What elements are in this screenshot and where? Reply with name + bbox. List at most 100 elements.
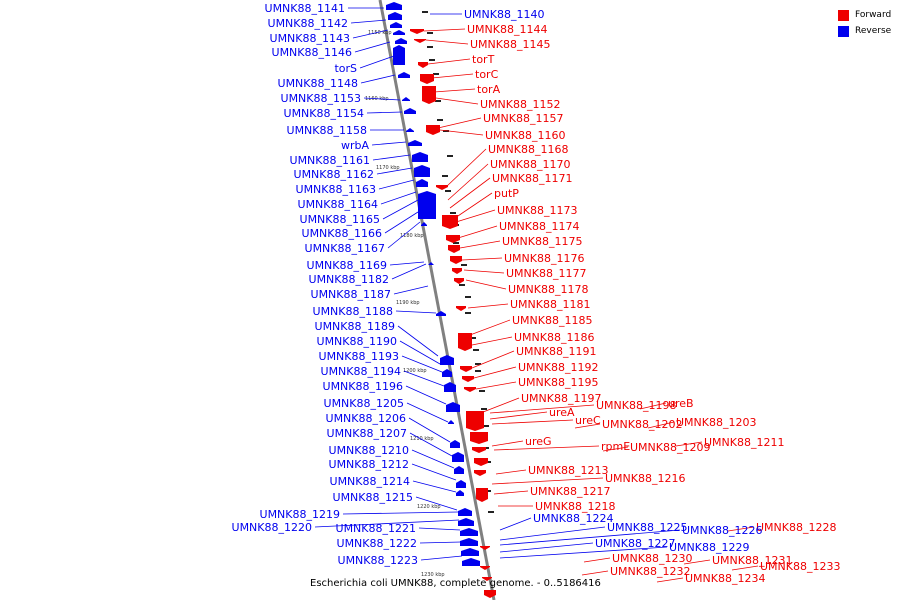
reverse-feature	[390, 22, 402, 28]
gene-label-umnk88-1182: UMNK88_1182	[309, 273, 389, 286]
forward-feature	[472, 447, 486, 453]
forward-feature	[480, 546, 490, 550]
gene-label-umnk88-1221: UMNK88_1221	[336, 522, 416, 535]
leader-line	[431, 73, 474, 79]
leader-line	[360, 74, 396, 84]
sequence-mark	[465, 296, 471, 298]
gene-label-umnk88-1168: UMNK88_1168	[488, 143, 568, 156]
leader-line	[475, 381, 517, 390]
leader-line	[378, 179, 415, 190]
gene-label-umnk88-1198: UMNK88_1198	[596, 399, 676, 412]
reverse-feature	[442, 369, 452, 377]
sequence-mark	[479, 390, 485, 392]
leader-line	[439, 129, 484, 136]
reverse-feature	[421, 222, 427, 226]
reverse-feature	[452, 452, 464, 462]
gene-label-tort: torT	[472, 53, 495, 66]
gene-label-umnk88-1195: UMNK88_1195	[518, 376, 598, 389]
gene-label-umnk88-1171: UMNK88_1171	[492, 172, 572, 185]
leader-line	[489, 404, 595, 414]
gene-label-putp: putP	[494, 187, 519, 200]
gene-label-rpme: rpmE	[601, 440, 630, 453]
leader-line	[583, 557, 611, 563]
gene-label-umnk88-1227: UMNK88_1227	[595, 537, 675, 550]
leader-line	[449, 177, 491, 209]
leader-line	[427, 58, 471, 65]
reverse-feature	[458, 508, 472, 516]
reverse-feature	[462, 558, 480, 566]
leader-line	[397, 325, 439, 357]
leader-line	[493, 490, 529, 495]
forward-feature	[460, 366, 472, 372]
leader-line	[376, 167, 413, 175]
gene-label-umnk88-1157: UMNK88_1157	[483, 112, 563, 125]
leader-line	[395, 310, 437, 314]
sequence-mark	[429, 59, 435, 61]
legend-reverse-label: Reverse	[855, 26, 892, 36]
gene-label-umnk88-1214: UMNK88_1214	[330, 475, 410, 488]
gene-label-umnk88-1140: UMNK88_1140	[464, 8, 544, 21]
reverse-feature	[408, 140, 422, 146]
gene-label-umnk88-1233: UMNK88_1233	[760, 560, 840, 573]
leader-line	[382, 199, 419, 220]
forward-feature	[422, 86, 436, 104]
forward-feature	[426, 125, 440, 135]
leader-line	[433, 88, 476, 93]
sequence-mark	[435, 100, 441, 102]
forward-feature	[446, 235, 460, 243]
leader-line	[380, 191, 417, 205]
gene-label-wrba: wrbA	[341, 139, 370, 152]
leader-line	[409, 432, 453, 457]
leader-line	[491, 419, 574, 425]
gene-label-urea: ureA	[549, 406, 575, 419]
gene-label-umnk88-1193: UMNK88_1193	[319, 350, 399, 363]
sequence-mark	[445, 190, 451, 192]
reverse-feature	[414, 165, 430, 177]
leader-line	[352, 29, 389, 39]
reverse-feature	[444, 382, 456, 392]
gene-label-umnk88-1234: UMNK88_1234	[685, 572, 765, 585]
leader-line	[423, 28, 466, 32]
forward-feature	[454, 278, 464, 284]
gene-label-umnk88-1203: UMNK88_1203	[676, 416, 756, 429]
gene-label-ureg: ureG	[525, 435, 552, 448]
leader-line	[363, 97, 401, 101]
leader-line	[656, 577, 684, 583]
leader-line	[350, 19, 387, 24]
tick-label: 1220 kbp	[417, 504, 441, 510]
leader-line	[683, 559, 711, 565]
gene-label-umnk88-1188: UMNK88_1188	[313, 305, 393, 318]
map-caption: Escherichia coli UMNK88, complete genome…	[310, 578, 601, 589]
gene-label-umnk88-1145: UMNK88_1145	[470, 38, 550, 51]
sequence-mark	[422, 11, 428, 13]
tick-label: 1230 kbp	[421, 572, 445, 578]
reverse-feature	[406, 128, 414, 132]
tick-label: 1170 kbp	[376, 165, 400, 171]
gene-label-umnk88-1213: UMNK88_1213	[528, 464, 608, 477]
leader-line	[581, 570, 609, 576]
reverse-feature	[386, 2, 402, 10]
gene-label-umnk88-1229: UMNK88_1229	[669, 541, 749, 554]
legend-forward-swatch	[838, 10, 849, 21]
leader-line	[461, 257, 503, 261]
gene-label-umnk88-1217: UMNK88_1217	[530, 485, 610, 498]
sequence-mark	[473, 349, 479, 351]
forward-feature	[456, 306, 466, 311]
gene-label-umnk88-1220: UMNK88_1220	[232, 521, 312, 534]
gene-label-umnk88-1191: UMNK88_1191	[516, 345, 596, 358]
forward-feature	[474, 470, 486, 476]
leader-line	[445, 148, 487, 188]
gene-label-umnk88-1196: UMNK88_1196	[323, 380, 403, 393]
reverse-feature	[456, 480, 466, 488]
leader-line	[401, 355, 443, 373]
forward-feature	[436, 185, 448, 190]
gene-label-umnk88-1185: UMNK88_1185	[512, 314, 592, 327]
leader-line	[727, 526, 755, 532]
leader-line	[493, 445, 600, 451]
gene-label-umnk88-1143: UMNK88_1143	[270, 32, 350, 45]
gene-label-umnk88-1161: UMNK88_1161	[290, 154, 370, 167]
gene-label-umnk88-1167: UMNK88_1167	[305, 242, 385, 255]
leader-line	[389, 261, 425, 266]
leader-line	[425, 39, 469, 45]
reverse-feature	[404, 108, 416, 114]
